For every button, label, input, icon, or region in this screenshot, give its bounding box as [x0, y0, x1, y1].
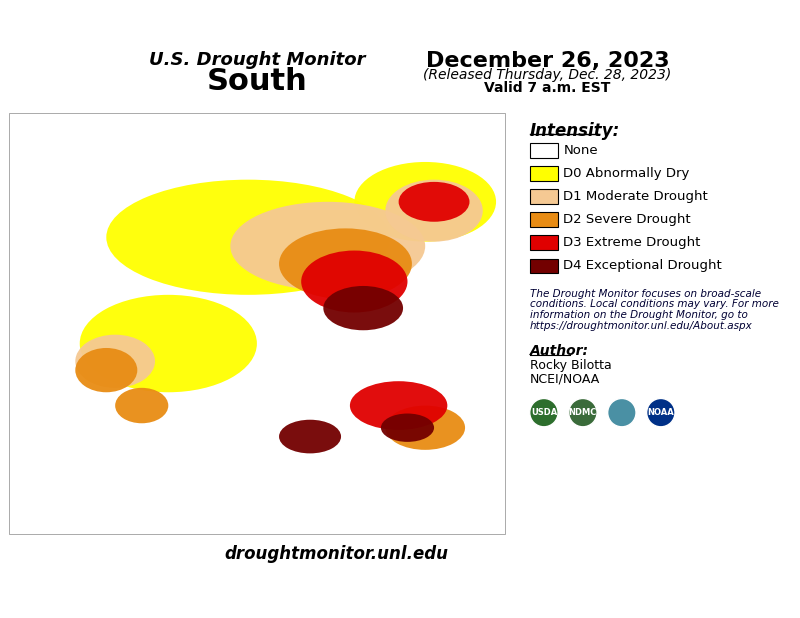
Ellipse shape — [279, 420, 341, 454]
Ellipse shape — [279, 229, 412, 299]
Text: NOAA: NOAA — [647, 408, 674, 417]
Bar — [530, 166, 558, 180]
Ellipse shape — [75, 348, 138, 392]
Ellipse shape — [75, 335, 155, 388]
Bar — [9, 113, 505, 534]
Text: https://droughtmonitor.unl.edu/About.aspx: https://droughtmonitor.unl.edu/About.asp… — [530, 321, 753, 331]
Ellipse shape — [115, 388, 168, 423]
Text: USDA: USDA — [530, 408, 557, 417]
Circle shape — [608, 399, 636, 427]
Bar — [530, 213, 558, 227]
Text: Author:: Author: — [530, 344, 589, 358]
Text: Intensity:: Intensity: — [530, 122, 620, 140]
Ellipse shape — [106, 180, 390, 295]
Ellipse shape — [354, 162, 496, 242]
Text: D2 Severe Drought: D2 Severe Drought — [563, 213, 691, 226]
Text: conditions. Local conditions may vary. For more: conditions. Local conditions may vary. F… — [530, 299, 778, 309]
Ellipse shape — [80, 295, 257, 392]
Text: NCEI/NOAA: NCEI/NOAA — [530, 373, 600, 386]
Text: December 26, 2023: December 26, 2023 — [426, 51, 670, 71]
Text: Valid 7 a.m. EST: Valid 7 a.m. EST — [484, 82, 610, 95]
Text: D1 Moderate Drought: D1 Moderate Drought — [563, 190, 708, 203]
Ellipse shape — [323, 286, 403, 330]
Bar — [530, 143, 558, 158]
Text: (Released Thursday, Dec. 28, 2023): (Released Thursday, Dec. 28, 2023) — [423, 68, 671, 82]
Circle shape — [569, 399, 597, 427]
Text: droughtmonitor.unl.edu: droughtmonitor.unl.edu — [225, 545, 449, 563]
Ellipse shape — [350, 381, 447, 430]
Text: NDMC: NDMC — [569, 408, 597, 417]
Bar — [530, 189, 558, 203]
Text: information on the Drought Monitor, go to: information on the Drought Monitor, go t… — [530, 310, 748, 320]
Text: The Drought Monitor focuses on broad-scale: The Drought Monitor focuses on broad-sca… — [530, 289, 761, 298]
Text: None: None — [563, 144, 598, 157]
Circle shape — [646, 399, 675, 427]
Ellipse shape — [230, 202, 425, 290]
Circle shape — [530, 399, 558, 427]
Text: Rocky Bilotta: Rocky Bilotta — [530, 360, 611, 373]
Bar — [530, 235, 558, 250]
Text: South: South — [206, 67, 307, 96]
Ellipse shape — [301, 250, 407, 313]
Ellipse shape — [381, 413, 434, 442]
Bar — [530, 258, 558, 273]
Text: D4 Exceptional Drought: D4 Exceptional Drought — [563, 259, 722, 272]
Ellipse shape — [398, 182, 470, 222]
Text: U.S. Drought Monitor: U.S. Drought Monitor — [149, 51, 365, 69]
Text: D0 Abnormally Dry: D0 Abnormally Dry — [563, 167, 690, 180]
Ellipse shape — [386, 405, 465, 450]
Text: D3 Extreme Drought: D3 Extreme Drought — [563, 236, 701, 249]
Ellipse shape — [386, 180, 482, 242]
